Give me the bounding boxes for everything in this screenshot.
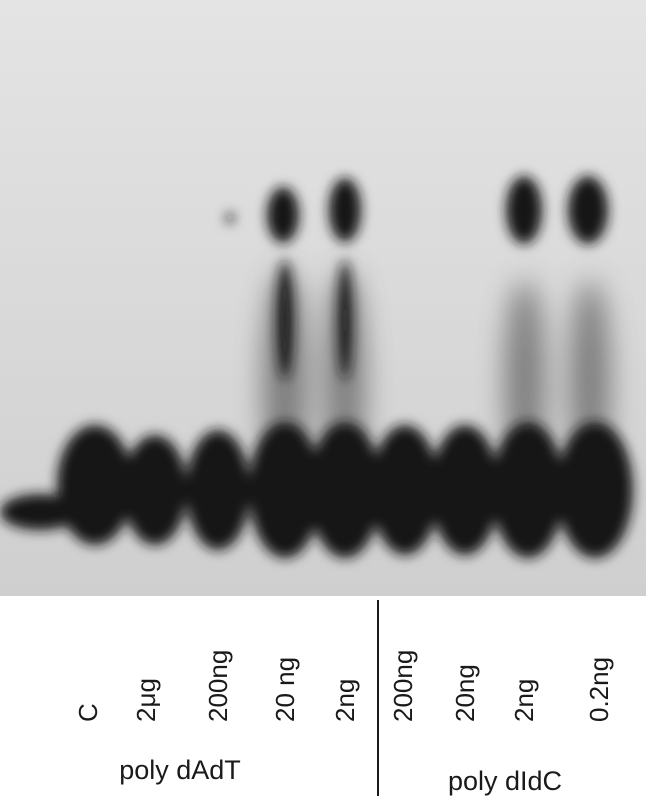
- labels: C 2μg 200ng 20 ng 2ng 200ng 20ng 2ng 0.2ng poly d…: [73, 650, 614, 796]
- page: {"lanes": [ {"label": "C"}, {"label": "2…: [0, 0, 646, 796]
- lane-label: 2ng: [330, 679, 360, 722]
- lane-label: 200ng: [203, 650, 233, 722]
- group-label: poly dAdT: [119, 755, 241, 785]
- lane-label: 20ng: [450, 664, 480, 722]
- lane-label: 2μg: [131, 678, 161, 722]
- lane-label: 2ng: [509, 679, 539, 722]
- gel-figure: C 2μg 200ng 20 ng 2ng 200ng 20ng 2ng 0.2ng poly d…: [0, 0, 646, 796]
- lane-label: 0.2ng: [584, 657, 614, 722]
- lane-label: 20 ng: [270, 657, 300, 722]
- lane-label: 200ng: [388, 650, 418, 722]
- group-label: poly dIdC: [448, 766, 562, 796]
- lane-label: C: [73, 703, 103, 722]
